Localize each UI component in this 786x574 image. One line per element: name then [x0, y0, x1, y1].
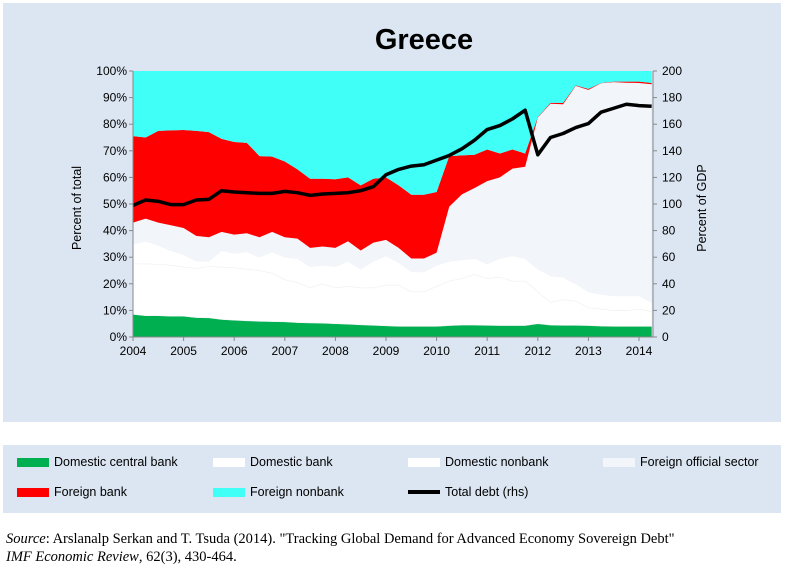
legend-label: Domestic central bank	[54, 455, 178, 469]
y2-tick-label: 40	[662, 277, 676, 291]
legend: Domestic central bank Domestic bank Domest…	[3, 445, 781, 513]
y2-tick-label: 180	[662, 91, 682, 105]
source-label: Source	[6, 531, 46, 547]
legend-swatch	[408, 490, 440, 494]
legend-swatch	[213, 487, 245, 497]
legend-label: Total debt (rhs)	[445, 485, 529, 499]
y2-tick-label: 120	[662, 170, 682, 184]
legend-item: Domestic bank	[213, 455, 333, 469]
y-tick-label: 50%	[103, 197, 127, 211]
y-tick-label: 90%	[103, 91, 127, 105]
legend-item: Domestic central bank	[17, 455, 178, 469]
legend-label: Domestic nonbank	[445, 455, 549, 469]
area-foreign-bank	[133, 81, 652, 259]
y-tick-label: 100%	[96, 64, 127, 78]
area-foreign-nonbank	[133, 71, 652, 195]
legend-swatch	[17, 487, 49, 497]
legend-item: Foreign nonbank	[213, 485, 344, 499]
area-domestic-central-bank	[133, 314, 652, 337]
x-tick-label: 2008	[322, 344, 349, 358]
x-tick-label: 2006	[221, 344, 248, 358]
y2-tick-label: 0	[662, 330, 669, 344]
legend-swatch	[17, 457, 49, 467]
y-tick-label: 20%	[103, 277, 127, 291]
legend-swatch	[408, 457, 440, 467]
y-tick-label: 30%	[103, 250, 127, 264]
y2-tick-label: 20	[662, 303, 676, 317]
legend-label: Foreign bank	[54, 485, 127, 499]
y2-tick-label: 100	[662, 197, 682, 211]
y-tick-label: 40%	[103, 224, 127, 238]
legend-item: Foreign official sector	[603, 455, 759, 469]
x-tick-label: 2007	[271, 344, 298, 358]
y2-tick-label: 160	[662, 117, 682, 131]
y2-tick-label: 140	[662, 144, 682, 158]
x-tick-label: 2011	[474, 344, 500, 358]
legend-item: Total debt (rhs)	[408, 485, 528, 499]
legend-item: Domestic nonbank	[408, 455, 549, 469]
x-tick-label: 2004	[120, 344, 147, 358]
source-citation: , 62(3), 430-464.	[138, 549, 237, 565]
legend-swatch	[603, 457, 635, 467]
y2-tick-label: 80	[662, 224, 676, 238]
x-tick-label: 2013	[575, 344, 602, 358]
y2-axis-label: Percent of GDP	[695, 164, 709, 252]
y2-tick-label: 60	[662, 250, 676, 264]
source-text: : Arslanalp Serkan and T. Tsuda (2014). …	[45, 531, 675, 547]
chart-panel: Greece 0% 10% 20% 30% 40% 50% 60% 70% 80% 90% 100%…	[3, 3, 781, 422]
y-tick-label: 10%	[103, 303, 127, 317]
source-note: Source: Arslanalp Serkan and T. Tsuda (2…	[6, 530, 675, 566]
chart-title: Greece	[375, 24, 473, 56]
y-tick-label: 70%	[103, 144, 127, 158]
x-tick-label: 2014	[626, 344, 653, 358]
y-tick-label: 60%	[103, 170, 127, 184]
legend-item: Foreign bank	[17, 485, 127, 499]
area-foreign-official-sector	[133, 82, 652, 303]
y2-tick-label: 200	[662, 64, 682, 78]
legend-label: Foreign official sector	[640, 455, 759, 469]
legend-swatch	[213, 457, 245, 467]
y-axis-label: Percent of total	[70, 166, 84, 250]
source-journal: IMF Economic Review	[6, 549, 139, 565]
legend-label: Domestic bank	[250, 455, 333, 469]
y-tick-label: 80%	[103, 117, 127, 131]
legend-label: Foreign nonbank	[250, 485, 344, 499]
x-tick-label: 2010	[423, 344, 450, 358]
chart-svg: Greece 0% 10% 20% 30% 40% 50% 60% 70% 80% 90% 100%…	[70, 24, 709, 358]
y-tick-label: 0%	[110, 330, 128, 344]
total-debt-line	[132, 102, 652, 207]
x-tick-label: 2012	[524, 344, 551, 358]
x-tick-label: 2009	[373, 344, 400, 358]
x-tick-label: 2005	[170, 344, 197, 358]
